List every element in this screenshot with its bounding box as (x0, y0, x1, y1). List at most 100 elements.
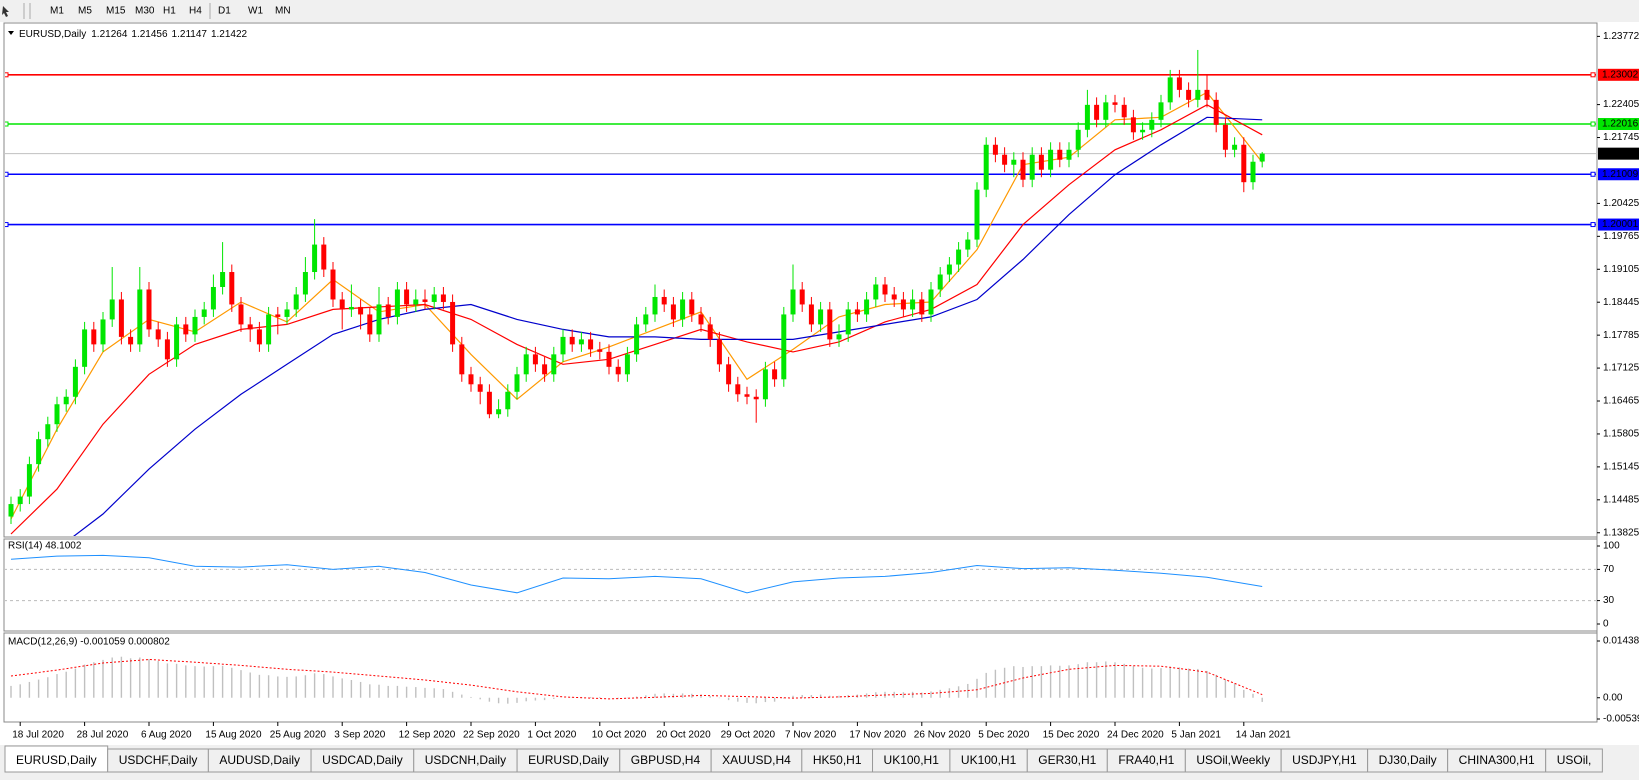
tab-label[interactable]: USDCAD,Daily (322, 753, 403, 767)
candle-body (956, 249, 962, 265)
x-tick-label: 29 Oct 2020 (721, 730, 776, 741)
tab-label[interactable]: USOil, (1557, 753, 1592, 767)
candle-body (588, 339, 594, 350)
tab-label[interactable]: AUDUSD,Daily (219, 753, 300, 767)
tab-label[interactable]: HK50,H1 (813, 753, 862, 767)
candle-body (974, 189, 980, 240)
timeframe-button[interactable]: W1 (248, 6, 263, 17)
candle-body (900, 299, 906, 310)
x-tick-label: 22 Sep 2020 (463, 730, 520, 741)
tab-label[interactable]: GBPUSD,H4 (631, 753, 701, 767)
y-tick-label: 1.21745 (1603, 132, 1639, 143)
candle-body (799, 289, 805, 305)
tab-label[interactable]: DJ30,Daily (1379, 753, 1437, 767)
tab-label[interactable]: XAUUSD,H4 (722, 753, 791, 767)
tab-label[interactable]: FRA40,H1 (1118, 753, 1174, 767)
candle-body (385, 304, 391, 317)
timeframe-button[interactable]: H4 (189, 6, 202, 17)
candle-body (118, 299, 124, 337)
candle-body (1066, 149, 1072, 160)
candle-body (164, 339, 170, 360)
y-tick-label: 100 (1603, 541, 1620, 552)
x-tick-label: 18 Jul 2020 (12, 730, 64, 741)
candle-body (606, 351, 612, 367)
candle-body (1250, 161, 1256, 183)
timeframe-button[interactable]: D1 (218, 6, 231, 17)
candle-body (376, 304, 382, 335)
candle-body (220, 272, 226, 287)
timeframe-button[interactable]: M1 (50, 6, 64, 17)
candle-body (183, 324, 189, 335)
x-tick-label: 5 Jan 2021 (1171, 730, 1221, 741)
tab-label[interactable]: USDJPY,H1 (1292, 753, 1357, 767)
candle-body (643, 314, 649, 325)
candle-body (1057, 149, 1063, 160)
candle-body (514, 374, 520, 392)
x-tick-label: 15 Aug 2020 (205, 730, 262, 741)
candle-body (394, 289, 400, 317)
candle-body (321, 244, 327, 270)
candle-body (450, 301, 456, 345)
tab-label[interactable]: EURUSD,Daily (528, 753, 609, 767)
price-tag (1598, 218, 1639, 231)
tab-label[interactable]: UK100,H1 (884, 753, 940, 767)
y-tick-label: 1.19105 (1603, 264, 1639, 275)
timeframe-button[interactable]: M30 (135, 6, 155, 17)
candle-body (174, 324, 180, 360)
high-value: 1.21456 (131, 29, 168, 40)
candle-body (790, 289, 796, 315)
candle-body (367, 314, 373, 335)
candle-body (661, 296, 667, 305)
timeframe-button[interactable]: H1 (163, 6, 176, 17)
current-price-label: 1.21422 (1602, 148, 1639, 159)
tab-background[interactable] (1545, 748, 1603, 773)
x-tick-label: 15 Dec 2020 (1043, 730, 1100, 741)
tab-label[interactable]: USDCHF,Daily (119, 753, 198, 767)
candle-body (17, 496, 23, 505)
candle-body (1149, 119, 1155, 130)
toolbar: M1 M5 M15 M30 H1 H4 D1 W1 MN (50, 3, 291, 19)
candle-body (1222, 124, 1228, 150)
candle-body (680, 299, 686, 320)
candle-body (413, 299, 419, 305)
candle-body (569, 336, 575, 345)
candle-body (109, 299, 115, 320)
candle-body (523, 354, 529, 375)
tab-label[interactable]: UK100,H1 (961, 753, 1017, 767)
candle-body (735, 384, 741, 395)
candle-body (312, 244, 318, 273)
candle-body (266, 314, 272, 345)
price-tag-label: 1.20001 (1602, 219, 1639, 230)
candle-body (192, 316, 198, 335)
timeframe-button[interactable]: MN (275, 6, 291, 17)
candle-body (440, 294, 446, 302)
y-tick-label: 1.15805 (1603, 429, 1639, 440)
candle-body (818, 309, 824, 325)
candle-body (1112, 102, 1118, 105)
x-tick-label: 28 Jul 2020 (77, 730, 129, 741)
x-tick-label: 14 Jan 2021 (1236, 730, 1291, 741)
candle-body (670, 304, 676, 320)
candle-body (431, 294, 437, 302)
candle-body (1176, 77, 1182, 90)
tab-label[interactable]: GER30,H1 (1038, 753, 1096, 767)
timeframe-button[interactable]: M5 (78, 6, 92, 17)
timeframe-button[interactable]: M15 (106, 6, 126, 17)
candle-body (229, 272, 235, 305)
candle-body (652, 296, 658, 315)
price-tag-label: 1.22016 (1602, 119, 1639, 130)
tab-label[interactable]: EURUSD,Daily (16, 753, 97, 767)
tab-label[interactable]: USOil,Weekly (1196, 753, 1270, 767)
candle-body (8, 504, 14, 517)
x-tick-label: 26 Nov 2020 (914, 730, 971, 741)
close-value: 1.21422 (211, 29, 248, 40)
x-tick-label: 7 Nov 2020 (785, 730, 837, 741)
candle-body (772, 369, 778, 380)
tab-label[interactable]: USDCNH,Daily (425, 753, 506, 767)
toolbar-icon (2, 3, 31, 19)
candle-body (404, 289, 410, 305)
tab-label[interactable]: CHINA300,H1 (1459, 753, 1535, 767)
line-handle (5, 121, 9, 127)
